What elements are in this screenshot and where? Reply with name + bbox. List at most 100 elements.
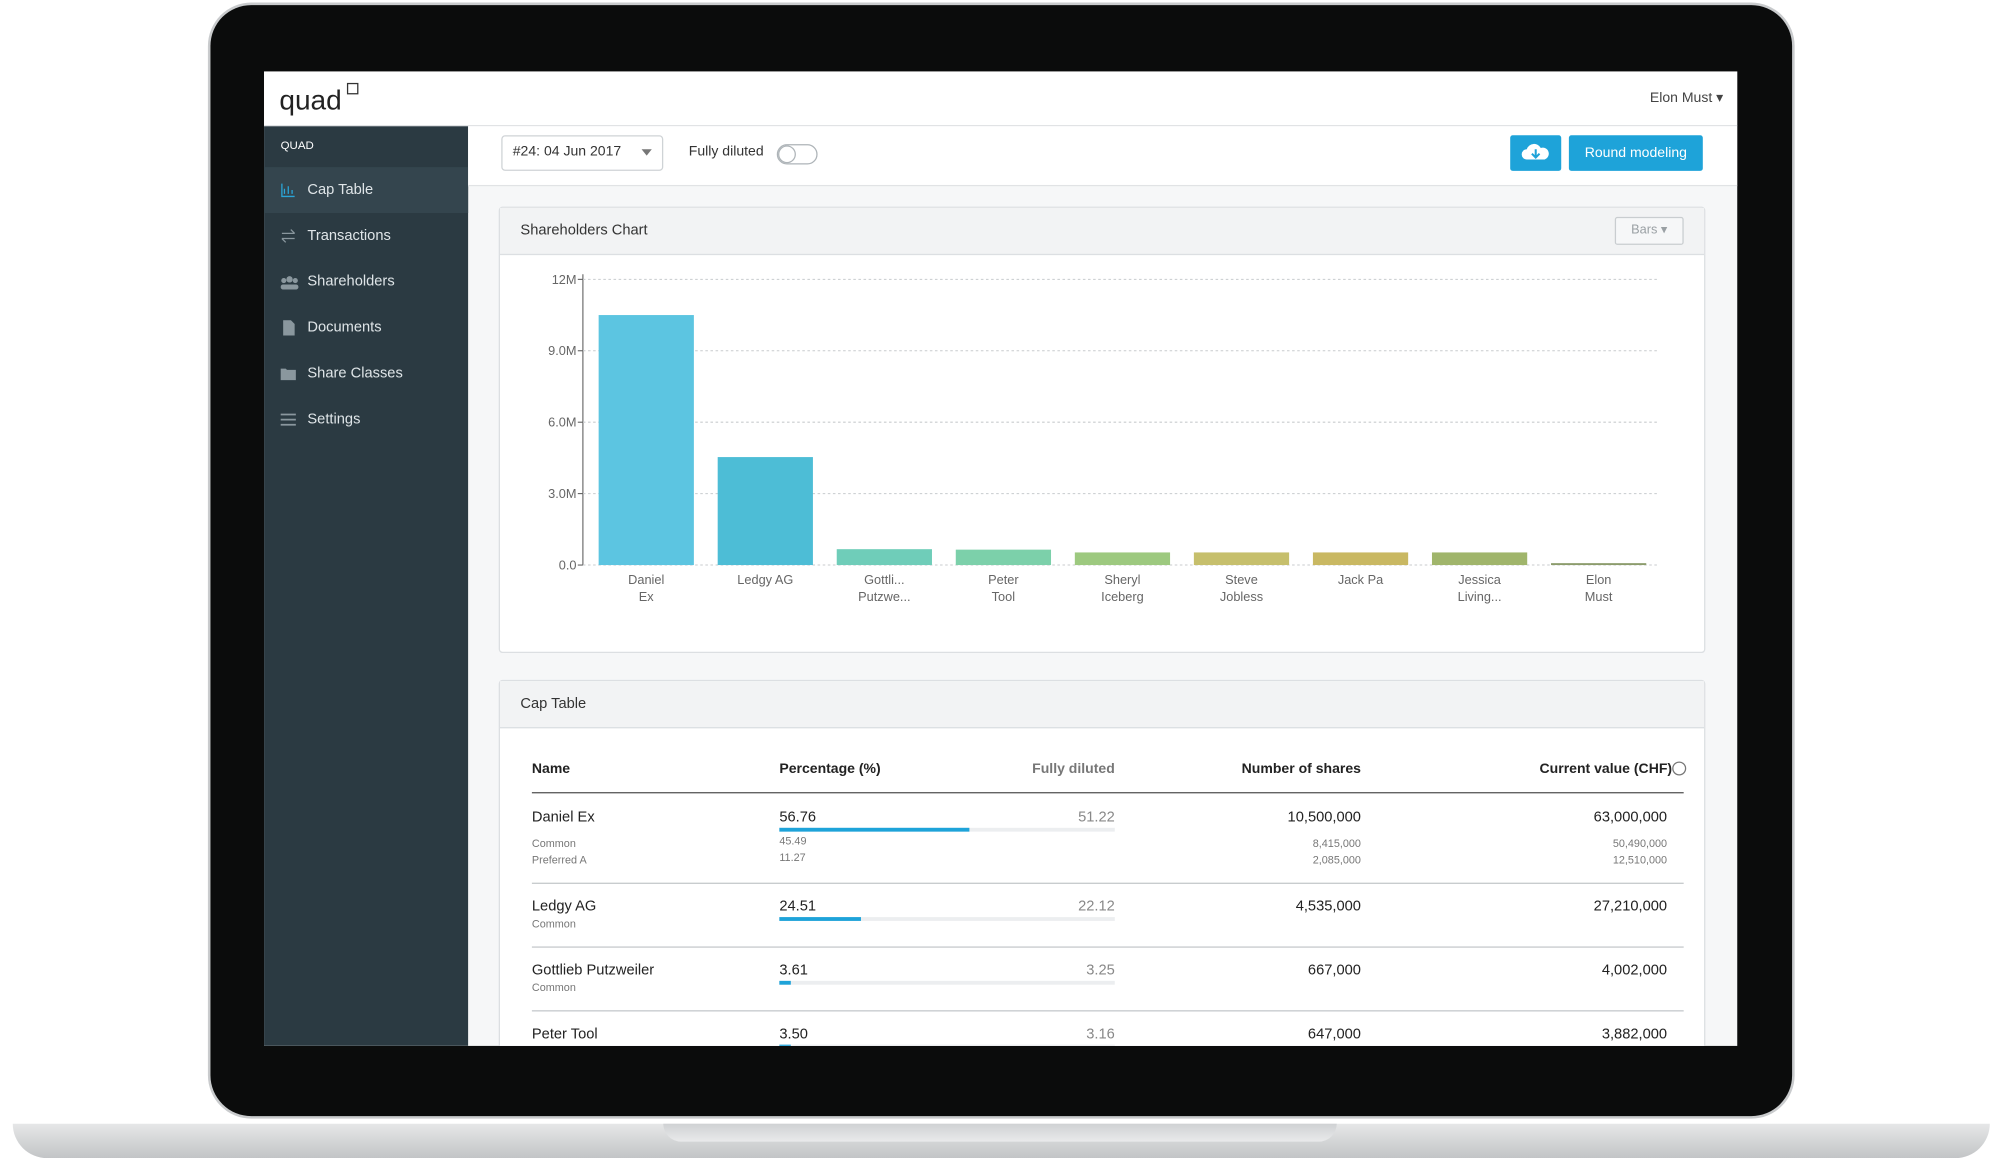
percentage-bar [779, 980, 792, 985]
logo: quad [279, 84, 342, 117]
percentage: 56.76 [779, 809, 817, 826]
class-value: 50,490,000 [1612, 836, 1668, 850]
nav-label: Shareholders [307, 274, 395, 290]
shares: 667,000 [1307, 963, 1361, 979]
x-tick-label: Daniel Ex [628, 573, 665, 605]
panel-header: Cap Table [499, 681, 1705, 729]
toggle-switch[interactable] [776, 144, 818, 165]
percentage-bar [779, 917, 862, 921]
column-header: Percentage (%) [779, 761, 881, 777]
shares: 4,535,000 [1295, 899, 1361, 915]
cap-table: Name Percentage (%) Fully diluted Number of… [531, 747, 1687, 1046]
fully-diluted: 3.25 [1086, 963, 1115, 979]
user-name: Elon Must [1649, 90, 1713, 106]
table-row: Peter Tool 3.50 3.16 647,000 3,882,000 [532, 1010, 1684, 1046]
column-header: Current value (CHF) [1539, 761, 1673, 777]
icon [281, 183, 295, 198]
x-tick-label: Elon Must [1584, 573, 1613, 605]
download-button[interactable] [1510, 135, 1562, 171]
percentage-track [779, 917, 1115, 921]
laptop-notch [663, 1123, 1337, 1142]
class-value: 12,510,000 [1612, 853, 1668, 867]
percentage: 3.50 [779, 1026, 808, 1043]
nav-label: Transactions [307, 228, 391, 244]
bar [598, 315, 694, 566]
icon [281, 229, 296, 243]
y-tick-label: 9.0M [548, 343, 576, 358]
bar [1193, 552, 1290, 566]
nav-item[interactable]: Documents [264, 305, 468, 351]
nav-label: Documents [307, 320, 382, 336]
column-header: Fully diluted [1032, 761, 1115, 777]
column-header: Number of shares [1241, 761, 1361, 777]
y-tick-label: 0.0 [559, 558, 577, 573]
nav-label: Settings [307, 411, 361, 428]
nav-item[interactable]: Share Classes [264, 351, 468, 397]
percentage: 3.61 [779, 963, 808, 979]
icon [283, 320, 295, 336]
current-value: 63,000,000 [1593, 809, 1668, 826]
shares: 647,000 [1307, 1026, 1361, 1043]
x-tick-label: Steve Jobless [1219, 573, 1264, 605]
shareholder-name: Daniel Ex [531, 809, 595, 826]
column-header: Name [531, 761, 571, 777]
class-shares: 8,415,000 [1312, 836, 1361, 850]
panel-title: Cap Table [520, 696, 587, 712]
x-tick-label: Gottli... Putzwe... [858, 573, 911, 605]
table-row: Gottlieb Putzweiler 3.61 3.25 667,000 4,002,… [531, 946, 1684, 1012]
current-value: 27,210,000 [1593, 899, 1668, 915]
y-tick-label: 3.0M [548, 486, 576, 501]
mode-button[interactable]: Bars ▾ [1614, 216, 1684, 245]
percentage-bar [779, 827, 970, 832]
x-tick-label: Jessica Living... [1457, 573, 1502, 605]
bar [955, 549, 1052, 566]
nav-item[interactable]: Settings [264, 397, 468, 443]
percentage-track [779, 980, 1115, 985]
sidebar: QUAD Cap Table Transactions Shareholders… [264, 126, 469, 1046]
sidebar-title: QUAD [280, 139, 314, 152]
panel-header: Shareholders Chart [499, 207, 1705, 256]
fully-diluted: 22.12 [1078, 899, 1115, 915]
fully-diluted: 3.16 [1086, 1026, 1115, 1043]
round-select-label: #24: 04 Jun 2017 [512, 144, 622, 160]
shareholder-name: Ledgy AG [531, 899, 597, 915]
nav-item[interactable]: Transactions [264, 213, 468, 259]
toggle-knob [779, 146, 795, 162]
bar [717, 457, 813, 566]
help-icon [1672, 761, 1687, 776]
top-header [264, 71, 1738, 127]
bar [1074, 552, 1171, 566]
header-rule [531, 792, 1684, 794]
icon [280, 413, 296, 426]
nav-label: Share Classes [307, 366, 403, 382]
shares: 10,500,000 [1287, 809, 1361, 826]
toggle-label: Fully diluted [688, 144, 764, 160]
round-modeling-button[interactable]: Round modeling [1568, 135, 1703, 171]
share-class: Common [531, 980, 576, 994]
class-shares: 2,085,000 [1312, 853, 1361, 867]
table-row: Ledgy AG 24.51 22.12 4,535,000 27,210,000 Com… [531, 883, 1684, 948]
percentage: 24.51 [779, 899, 817, 915]
nav-item[interactable]: Cap Table [264, 167, 468, 213]
caret [641, 149, 652, 156]
cloud-icon [1521, 143, 1549, 160]
bar [1312, 552, 1409, 566]
app-screen: quad Elon Must ▾ QUAD Cap Table Transact… [264, 71, 1738, 1046]
icon [280, 276, 299, 290]
y-tick-label: 12M [552, 272, 577, 287]
shareholder-name: Gottlieb Putzweiler [531, 963, 655, 979]
class-percentage: 45.49 [779, 834, 807, 847]
nav-item[interactable]: Shareholders [264, 259, 468, 305]
x-tick-label: Ledgy AG [737, 573, 794, 589]
y-tick-label: 6.0M [548, 415, 576, 430]
user-menu[interactable]: Elon Must ▾ [1649, 90, 1724, 106]
percentage-bar [779, 1044, 792, 1046]
x-tick-label: Jack Pa [1337, 573, 1384, 589]
bar [1431, 552, 1528, 566]
active-item-bg [264, 167, 469, 214]
shareholders-chart: 0.0 3.0M 6.0M 9.0M 12M [548, 272, 1659, 573]
shareholder-name: Peter Tool [531, 1026, 598, 1043]
round-select[interactable]: #24: 04 Jun 2017 [501, 135, 664, 171]
